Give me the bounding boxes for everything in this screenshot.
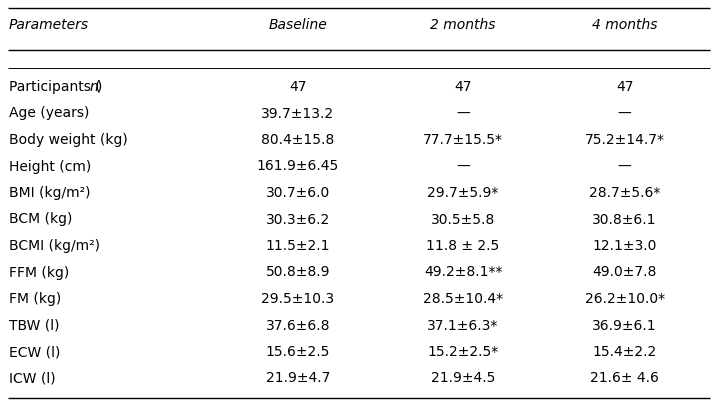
- Text: Baseline: Baseline: [269, 18, 327, 32]
- Text: Parameters: Parameters: [9, 18, 89, 32]
- Text: 15.4±2.2: 15.4±2.2: [592, 345, 657, 359]
- Text: 47: 47: [454, 80, 472, 94]
- Text: 29.7±5.9*: 29.7±5.9*: [427, 186, 499, 200]
- Text: 37.6±6.8: 37.6±6.8: [266, 319, 330, 333]
- Text: 28.5±10.4*: 28.5±10.4*: [423, 292, 503, 306]
- Text: 30.7±6.0: 30.7±6.0: [266, 186, 330, 200]
- Text: —: —: [617, 160, 632, 173]
- Text: FFM (kg): FFM (kg): [9, 265, 69, 280]
- Text: 21.9±4.7: 21.9±4.7: [266, 372, 330, 385]
- Text: FM (kg): FM (kg): [9, 292, 61, 306]
- Text: ICW (l): ICW (l): [9, 372, 55, 385]
- Text: ECW (l): ECW (l): [9, 345, 60, 359]
- Text: TBW (l): TBW (l): [9, 319, 59, 333]
- Text: 49.2±8.1**: 49.2±8.1**: [424, 265, 503, 280]
- Text: n: n: [90, 80, 98, 94]
- Text: 47: 47: [289, 80, 307, 94]
- Text: BMI (kg/m²): BMI (kg/m²): [9, 186, 90, 200]
- Text: 37.1±6.3*: 37.1±6.3*: [427, 319, 499, 333]
- Text: Height (cm): Height (cm): [9, 160, 91, 173]
- Text: 29.5±10.3: 29.5±10.3: [261, 292, 335, 306]
- Text: 47: 47: [616, 80, 633, 94]
- Text: ): ): [97, 80, 102, 94]
- Text: 77.7±15.5*: 77.7±15.5*: [423, 133, 503, 147]
- Text: 30.5±5.8: 30.5±5.8: [431, 212, 495, 227]
- Text: 50.8±8.9: 50.8±8.9: [266, 265, 330, 280]
- Text: —: —: [617, 107, 632, 120]
- Text: —: —: [456, 107, 470, 120]
- Text: 12.1±3.0: 12.1±3.0: [592, 239, 657, 253]
- Text: 49.0±7.8: 49.0±7.8: [592, 265, 657, 280]
- Text: Body weight (kg): Body weight (kg): [9, 133, 127, 147]
- Text: 15.2±2.5*: 15.2±2.5*: [427, 345, 499, 359]
- Text: 28.7±5.6*: 28.7±5.6*: [589, 186, 661, 200]
- Text: —: —: [456, 160, 470, 173]
- Text: 80.4±15.8: 80.4±15.8: [261, 133, 335, 147]
- Text: 11.8 ± 2.5: 11.8 ± 2.5: [426, 239, 500, 253]
- Text: 39.7±13.2: 39.7±13.2: [261, 107, 335, 120]
- Text: 75.2±14.7*: 75.2±14.7*: [584, 133, 665, 147]
- Text: 21.9±4.5: 21.9±4.5: [431, 372, 495, 385]
- Text: BCM (kg): BCM (kg): [9, 212, 72, 227]
- Text: 36.9±6.1: 36.9±6.1: [592, 319, 657, 333]
- Text: BCMI (kg/m²): BCMI (kg/m²): [9, 239, 100, 253]
- Text: 21.6± 4.6: 21.6± 4.6: [590, 372, 659, 385]
- Text: 11.5±2.1: 11.5±2.1: [266, 239, 330, 253]
- Text: 15.6±2.5: 15.6±2.5: [266, 345, 330, 359]
- Text: 30.8±6.1: 30.8±6.1: [592, 212, 657, 227]
- Text: 2 months: 2 months: [430, 18, 496, 32]
- Text: Participants (: Participants (: [9, 80, 101, 94]
- Text: 4 months: 4 months: [592, 18, 658, 32]
- Text: Age (years): Age (years): [9, 107, 89, 120]
- Text: 161.9±6.45: 161.9±6.45: [257, 160, 339, 173]
- Text: 30.3±6.2: 30.3±6.2: [266, 212, 330, 227]
- Text: 26.2±10.0*: 26.2±10.0*: [584, 292, 665, 306]
